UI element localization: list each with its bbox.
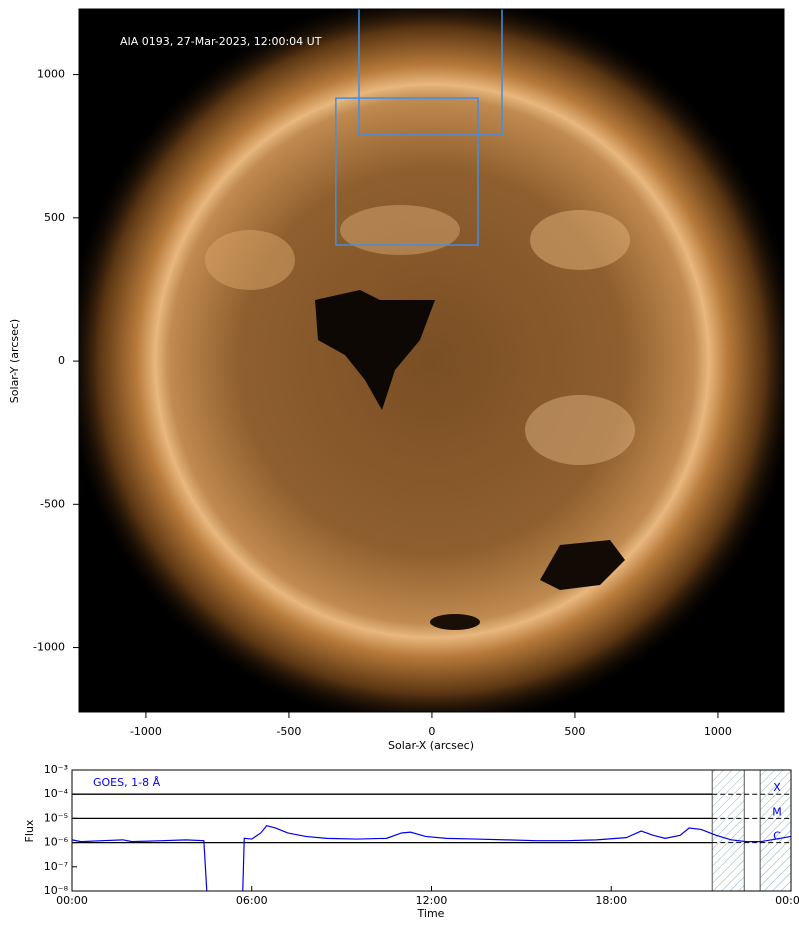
region-box <box>335 97 479 246</box>
x-tick-label: 1000 <box>704 725 732 738</box>
active-region <box>340 205 460 255</box>
y-tick-label: 0 <box>58 354 65 367</box>
level-label: X <box>773 781 781 794</box>
y-tick-label: 10⁻⁴ <box>44 787 69 800</box>
x-tick-label: 18:00 <box>595 894 627 907</box>
sun <box>79 9 784 712</box>
y-tick-label: -500 <box>40 497 65 510</box>
level-label: C <box>773 830 781 843</box>
active-region <box>525 395 635 465</box>
y-tick-label: 10⁻⁷ <box>44 860 68 873</box>
solar-image-panel: AIA 0193, 27-Mar-2023, 12:00:04 UT Solar… <box>8 8 785 752</box>
plot-background <box>72 770 791 891</box>
active-region <box>530 210 630 270</box>
x-tick-label: -1000 <box>130 725 162 738</box>
x-axis-label: Time <box>417 907 445 920</box>
y-axis-label: Solar-Y (arcsec) <box>8 319 21 403</box>
solar-disk <box>156 85 708 637</box>
y-tick-label: 10⁻⁸ <box>44 884 69 897</box>
active-region <box>205 230 295 290</box>
y-tick-label: 1000 <box>37 68 65 81</box>
x-tick-label: 06:00 <box>236 894 268 907</box>
y-axis-label: Flux <box>23 819 36 842</box>
x-tick-label: -500 <box>276 725 301 738</box>
coronal-hole <box>315 290 435 410</box>
y-tick-label: -1000 <box>33 641 65 654</box>
flux-line <box>72 825 791 891</box>
x-axis-label: Solar-X (arcsec) <box>388 739 474 752</box>
shaded-span <box>759 770 791 891</box>
y-tick-label: 10⁻³ <box>44 763 68 776</box>
x-tick-label: 00:00 <box>56 894 88 907</box>
y-tick-label: 10⁻⁵ <box>44 811 68 824</box>
goes-panel: GOES, 1-8 Å Time Flux XMC 00:00 06:00 12:00… <box>23 763 799 920</box>
coronal-hole <box>430 614 480 630</box>
level-label: M <box>772 805 782 818</box>
x-tick-label: 500 <box>564 725 585 738</box>
y-tick-label: 500 <box>44 211 65 224</box>
region-box <box>358 9 503 136</box>
legend-label: GOES, 1-8 Å <box>93 776 161 789</box>
coronal-hole <box>540 540 625 590</box>
image-annotation: AIA 0193, 27-Mar-2023, 12:00:04 UT <box>120 35 322 48</box>
y-tick-label: 10⁻⁶ <box>44 836 69 849</box>
x-tick-label: 0 <box>428 725 435 738</box>
shaded-span <box>711 770 745 891</box>
x-tick-label: 00:00 <box>775 894 799 907</box>
x-tick-label: 12:00 <box>416 894 448 907</box>
